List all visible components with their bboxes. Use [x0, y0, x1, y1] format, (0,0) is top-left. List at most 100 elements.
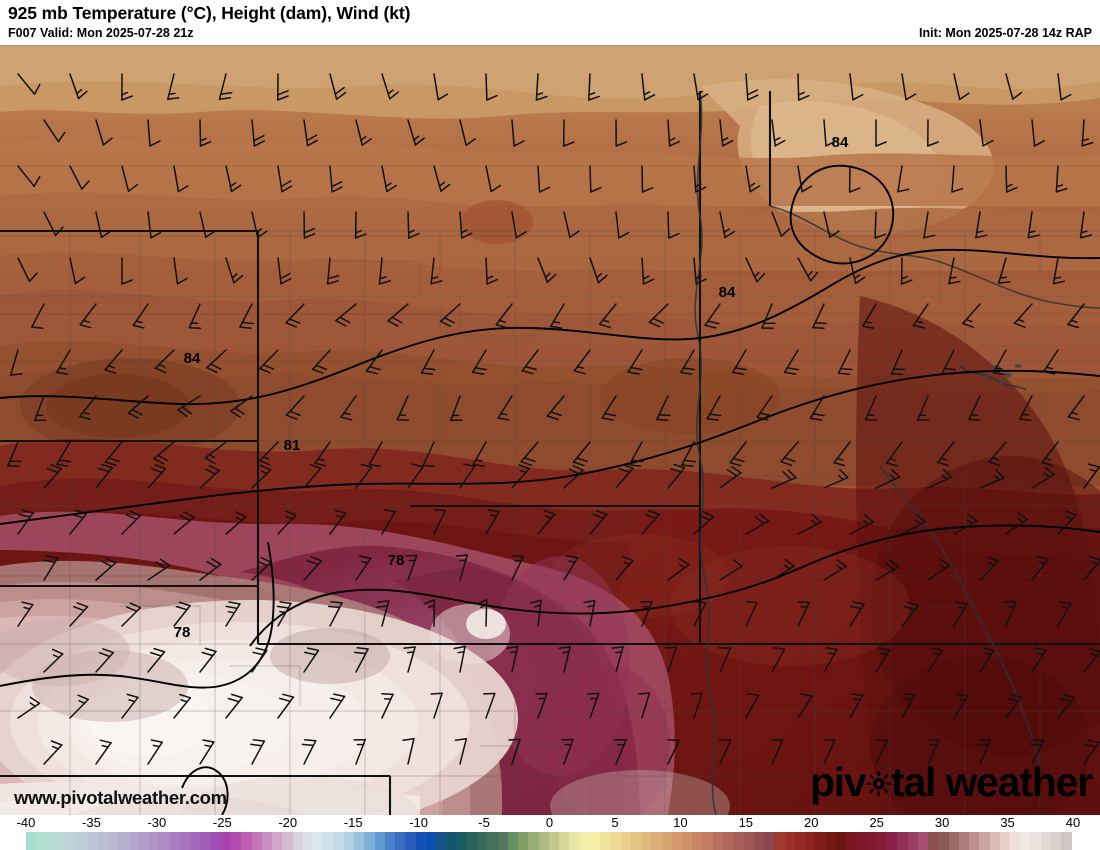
colorbar-cell[interactable] [579, 832, 590, 850]
colorbar-cell[interactable] [1051, 832, 1062, 850]
colorbar-cell[interactable] [928, 832, 939, 850]
colorbar-cell[interactable] [876, 832, 887, 850]
colorbar-cell[interactable] [753, 832, 764, 850]
colorbar-cell[interactable] [723, 832, 734, 850]
colorbar-cell[interactable] [528, 832, 539, 850]
colorbar-cell[interactable] [989, 832, 1000, 850]
colorbar-cell[interactable] [518, 832, 529, 850]
colorbar-cell[interactable] [651, 832, 662, 850]
colorbar-cell[interactable] [323, 832, 334, 850]
colorbar-cell[interactable] [364, 832, 375, 850]
colorbar-cell[interactable] [384, 832, 395, 850]
colorbar-cell[interactable] [733, 832, 744, 850]
colorbar-cell[interactable] [969, 832, 980, 850]
colorbar-cell[interactable] [559, 832, 570, 850]
colorbar-cell[interactable] [446, 832, 457, 850]
colorbar-cell[interactable] [108, 832, 119, 850]
colorbar-cell[interactable] [589, 832, 600, 850]
colorbar-cell[interactable] [600, 832, 611, 850]
colorbar-cell[interactable] [784, 832, 795, 850]
colorbar-cell[interactable] [497, 832, 508, 850]
colorbar-cell[interactable] [210, 832, 221, 850]
colorbar-cell[interactable] [395, 832, 406, 850]
colorbar-cell[interactable] [241, 832, 252, 850]
colorbar-cell[interactable] [436, 832, 447, 850]
colorbar-cell[interactable] [774, 832, 785, 850]
colorbar-cell[interactable] [374, 832, 385, 850]
colorbar[interactable]: -40 -35 -30 -25 -20 -15 -10 -5 0 5 10 15 20 25 30 35 40 [0, 815, 1100, 850]
colorbar-cell[interactable] [507, 832, 518, 850]
colorbar-cell[interactable] [26, 832, 37, 850]
colorbar-cell[interactable] [231, 832, 242, 850]
colorbar-cell[interactable] [343, 832, 354, 850]
colorbar-cell[interactable] [36, 832, 47, 850]
colorbar-cell[interactable] [118, 832, 129, 850]
colorbar-cell[interactable] [835, 832, 846, 850]
colorbar-cell[interactable] [261, 832, 272, 850]
colorbar-cell[interactable] [128, 832, 139, 850]
colorbar-cell[interactable] [907, 832, 918, 850]
colorbar-cell[interactable] [897, 832, 908, 850]
colorbar-cell[interactable] [958, 832, 969, 850]
colorbar-cell[interactable] [1061, 832, 1072, 850]
colorbar-cell[interactable] [641, 832, 652, 850]
colorbar-cell[interactable] [979, 832, 990, 850]
colorbar-cell[interactable] [794, 832, 805, 850]
colorbar-cell[interactable] [97, 832, 108, 850]
colorbar-cell[interactable] [917, 832, 928, 850]
colorbar-cell[interactable] [46, 832, 57, 850]
colorbar-cell[interactable] [138, 832, 149, 850]
colorbar-cell[interactable] [415, 832, 426, 850]
colorbar-cell[interactable] [1030, 832, 1041, 850]
colorbar-cell[interactable] [87, 832, 98, 850]
colorbar-cell[interactable] [712, 832, 723, 850]
colorbar-cell[interactable] [1020, 832, 1031, 850]
colorbar-cell[interactable] [56, 832, 67, 850]
colorbar-cell[interactable] [292, 832, 303, 850]
colorbar-cell[interactable] [67, 832, 78, 850]
colorbar-cell[interactable] [220, 832, 231, 850]
colorbar-cell[interactable] [846, 832, 857, 850]
map-canvas[interactable]: 84 84 84 81 78 78 www.pivotalweather.com piv [0, 45, 1100, 815]
colorbar-cell[interactable] [477, 832, 488, 850]
colorbar-cell[interactable] [169, 832, 180, 850]
colorbar-cell[interactable] [405, 832, 416, 850]
colorbar-cell[interactable] [569, 832, 580, 850]
colorbar-cell[interactable] [866, 832, 877, 850]
colorbar-cell[interactable] [856, 832, 867, 850]
colorbar-cell[interactable] [354, 832, 365, 850]
colorbar-cell[interactable] [1040, 832, 1051, 850]
colorbar-cell[interactable] [149, 832, 160, 850]
colorbar-cell[interactable] [487, 832, 498, 850]
colorbar-cell[interactable] [805, 832, 816, 850]
colorbar-cell[interactable] [272, 832, 283, 850]
colorbar-cell[interactable] [425, 832, 436, 850]
colorbar-cell[interactable] [620, 832, 631, 850]
colorbar-cell[interactable] [159, 832, 170, 850]
colorbar-cell[interactable] [302, 832, 313, 850]
colorbar-cell[interactable] [887, 832, 898, 850]
colorbar-cell[interactable] [661, 832, 672, 850]
colorbar-cell[interactable] [466, 832, 477, 850]
colorbar-cell[interactable] [77, 832, 88, 850]
colorbar-cell[interactable] [764, 832, 775, 850]
colorbar-strip[interactable] [26, 832, 1073, 850]
colorbar-cell[interactable] [692, 832, 703, 850]
colorbar-cell[interactable] [333, 832, 344, 850]
colorbar-cell[interactable] [702, 832, 713, 850]
colorbar-cell[interactable] [948, 832, 959, 850]
colorbar-cell[interactable] [938, 832, 949, 850]
colorbar-cell[interactable] [825, 832, 836, 850]
colorbar-cell[interactable] [190, 832, 201, 850]
colorbar-cell[interactable] [538, 832, 549, 850]
colorbar-cell[interactable] [630, 832, 641, 850]
colorbar-cell[interactable] [200, 832, 211, 850]
colorbar-cell[interactable] [179, 832, 190, 850]
colorbar-cell[interactable] [456, 832, 467, 850]
colorbar-cell[interactable] [282, 832, 293, 850]
colorbar-cell[interactable] [1010, 832, 1021, 850]
colorbar-cell[interactable] [313, 832, 324, 850]
colorbar-cell[interactable] [682, 832, 693, 850]
colorbar-cell[interactable] [743, 832, 754, 850]
colorbar-cell[interactable] [999, 832, 1010, 850]
